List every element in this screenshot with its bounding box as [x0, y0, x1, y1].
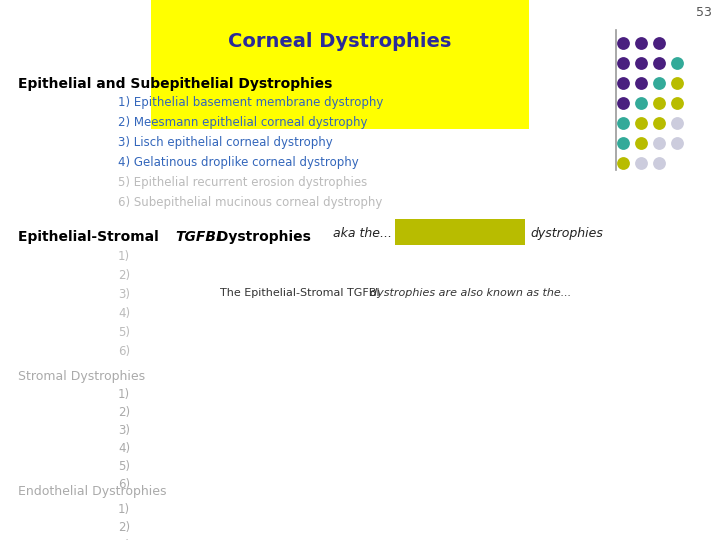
- Text: Epithelial-Stromal: Epithelial-Stromal: [18, 230, 163, 244]
- Text: 4): 4): [118, 307, 130, 320]
- Text: aka the...: aka the...: [333, 227, 392, 240]
- Point: [617, 59, 629, 68]
- Point: [671, 139, 683, 147]
- Text: The Epithelial-Stromal TGFBI: The Epithelial-Stromal TGFBI: [220, 288, 383, 298]
- Point: [671, 119, 683, 127]
- Point: [617, 39, 629, 48]
- Text: 6): 6): [118, 345, 130, 358]
- FancyBboxPatch shape: [395, 219, 525, 245]
- Point: [653, 99, 665, 107]
- Text: 2): 2): [118, 406, 130, 419]
- Point: [635, 59, 647, 68]
- Text: 6) Subepithelial mucinous corneal dystrophy: 6) Subepithelial mucinous corneal dystro…: [118, 196, 382, 209]
- Text: Dystrophies: Dystrophies: [212, 230, 311, 244]
- Text: dystrophies are also known as the...: dystrophies are also known as the...: [370, 288, 571, 298]
- Text: 1) Epithelial basement membrane dystrophy: 1) Epithelial basement membrane dystroph…: [118, 96, 383, 109]
- Point: [617, 119, 629, 127]
- Text: 5): 5): [118, 326, 130, 339]
- Point: [653, 119, 665, 127]
- Text: 6): 6): [118, 478, 130, 491]
- Point: [653, 139, 665, 147]
- Text: TGFBI: TGFBI: [175, 230, 221, 244]
- Point: [653, 39, 665, 48]
- Text: 3): 3): [118, 539, 130, 540]
- Point: [635, 39, 647, 48]
- Text: 1): 1): [118, 388, 130, 401]
- Text: 5) Epithelial recurrent erosion dystrophies: 5) Epithelial recurrent erosion dystroph…: [118, 176, 367, 189]
- Point: [635, 159, 647, 167]
- Point: [653, 59, 665, 68]
- Text: 2): 2): [118, 269, 130, 282]
- Point: [671, 79, 683, 87]
- Point: [653, 79, 665, 87]
- Point: [617, 99, 629, 107]
- Text: 3): 3): [118, 424, 130, 437]
- Text: 3) Lisch epithelial corneal dystrophy: 3) Lisch epithelial corneal dystrophy: [118, 136, 333, 149]
- Text: 2): 2): [118, 521, 130, 534]
- Point: [635, 79, 647, 87]
- Text: Stromal Dystrophies: Stromal Dystrophies: [18, 370, 145, 383]
- Text: Endothelial Dystrophies: Endothelial Dystrophies: [18, 485, 166, 498]
- Text: Epithelial and Subepithelial Dystrophies: Epithelial and Subepithelial Dystrophies: [18, 77, 333, 91]
- Point: [617, 139, 629, 147]
- Point: [635, 139, 647, 147]
- Text: 4): 4): [118, 442, 130, 455]
- Text: 2) Meesmann epithelial corneal dystrophy: 2) Meesmann epithelial corneal dystrophy: [118, 116, 367, 129]
- Point: [617, 159, 629, 167]
- Text: 53: 53: [696, 6, 712, 19]
- Text: 1): 1): [118, 503, 130, 516]
- Text: 4) Gelatinous droplike corneal dystrophy: 4) Gelatinous droplike corneal dystrophy: [118, 156, 359, 169]
- Text: Corneal Dystrophies: Corneal Dystrophies: [228, 32, 451, 51]
- Text: 3): 3): [118, 288, 130, 301]
- Text: dystrophies: dystrophies: [530, 227, 603, 240]
- Point: [635, 119, 647, 127]
- Text: 5): 5): [118, 460, 130, 473]
- Point: [671, 99, 683, 107]
- Point: [653, 159, 665, 167]
- Point: [671, 59, 683, 68]
- Point: [635, 99, 647, 107]
- Text: 1): 1): [118, 250, 130, 263]
- Point: [617, 79, 629, 87]
